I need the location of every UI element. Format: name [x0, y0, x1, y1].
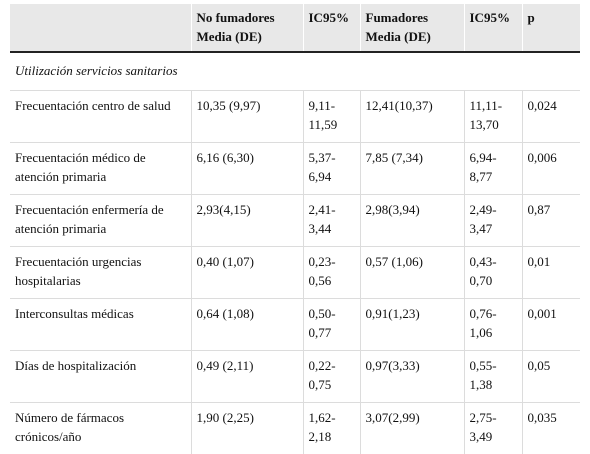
row-label: Frecuentación médico de atención primari… [10, 143, 191, 195]
table-row: Frecuentación enfermería de atención pri… [10, 195, 580, 247]
row-label: Frecuentación urgencias hospitalarias [10, 247, 191, 299]
cell-ic95-fumadores: 2,75-3,49 [464, 403, 522, 454]
header-line [470, 27, 517, 46]
cell-p-value: 0,035 [522, 403, 580, 454]
cell-ic95-fumadores: 2,49-3,47 [464, 195, 522, 247]
cell-ic95-no-fumadores: 9,11-11,59 [303, 91, 360, 143]
header-line: p [528, 8, 576, 27]
row-label: Interconsultas médicas [10, 299, 191, 351]
cell-ic95-no-fumadores: 0,23-0,56 [303, 247, 360, 299]
header-line: IC95% [470, 8, 517, 27]
section-title: Utilización servicios sanitarios [10, 52, 580, 91]
cell-fumadores-media: 3,07(2,99) [360, 403, 464, 454]
header-line: Fumadores [366, 8, 459, 27]
cell-ic95-no-fumadores: 5,37-6,94 [303, 143, 360, 195]
cell-no-fumadores-media: 2,93(4,15) [191, 195, 303, 247]
cell-no-fumadores-media: 10,35 (9,97) [191, 91, 303, 143]
header-line [15, 27, 186, 46]
header-line: No fumadores [197, 8, 298, 27]
header-line [309, 27, 355, 46]
header-p: p [522, 4, 580, 52]
cell-ic95-fumadores: 0,76-1,06 [464, 299, 522, 351]
cell-fumadores-media: 2,98(3,94) [360, 195, 464, 247]
cell-ic95-no-fumadores: 1,62-2,18 [303, 403, 360, 454]
cell-fumadores-media: 7,85 (7,34) [360, 143, 464, 195]
cell-fumadores-media: 0,97(3,33) [360, 351, 464, 403]
cell-fumadores-media: 12,41(10,37) [360, 91, 464, 143]
header-line: IC95% [309, 8, 355, 27]
cell-p-value: 0,024 [522, 91, 580, 143]
cell-no-fumadores-media: 0,40 (1,07) [191, 247, 303, 299]
cell-ic95-fumadores: 11,11-13,70 [464, 91, 522, 143]
row-label: Frecuentación centro de salud [10, 91, 191, 143]
cell-p-value: 0,87 [522, 195, 580, 247]
cell-ic95-fumadores: 0,55-1,38 [464, 351, 522, 403]
cell-no-fumadores-media: 1,90 (2,25) [191, 403, 303, 454]
row-label: Número de fármacos crónicos/año [10, 403, 191, 454]
cell-ic95-no-fumadores: 0,50-0,77 [303, 299, 360, 351]
section-row: Utilización servicios sanitarios [10, 52, 580, 91]
table-body: Utilización servicios sanitarios Frecuen… [10, 52, 580, 454]
cell-no-fumadores-media: 0,49 (2,11) [191, 351, 303, 403]
header-line: Media (DE) [197, 27, 298, 46]
header-line [528, 27, 576, 46]
row-label: Días de hospitalización [10, 351, 191, 403]
header-line [15, 8, 186, 27]
cell-fumadores-media: 0,57 (1,06) [360, 247, 464, 299]
cell-ic95-no-fumadores: 2,41-3,44 [303, 195, 360, 247]
cell-p-value: 0,01 [522, 247, 580, 299]
header-line: Media (DE) [366, 27, 459, 46]
row-label: Frecuentación enfermería de atención pri… [10, 195, 191, 247]
cell-p-value: 0,001 [522, 299, 580, 351]
cell-ic95-fumadores: 0,43-0,70 [464, 247, 522, 299]
cell-p-value: 0,05 [522, 351, 580, 403]
cell-ic95-fumadores: 6,94-8,77 [464, 143, 522, 195]
cell-no-fumadores-media: 0,64 (1,08) [191, 299, 303, 351]
table-row: Frecuentación médico de atención primari… [10, 143, 580, 195]
header-label-col [10, 4, 191, 52]
cell-no-fumadores-media: 6,16 (6,30) [191, 143, 303, 195]
header-ic95-fumadores: IC95% [464, 4, 522, 52]
cell-p-value: 0,006 [522, 143, 580, 195]
cell-fumadores-media: 0,91(1,23) [360, 299, 464, 351]
header-ic95-no-fumadores: IC95% [303, 4, 360, 52]
cell-ic95-no-fumadores: 0,22-0,75 [303, 351, 360, 403]
